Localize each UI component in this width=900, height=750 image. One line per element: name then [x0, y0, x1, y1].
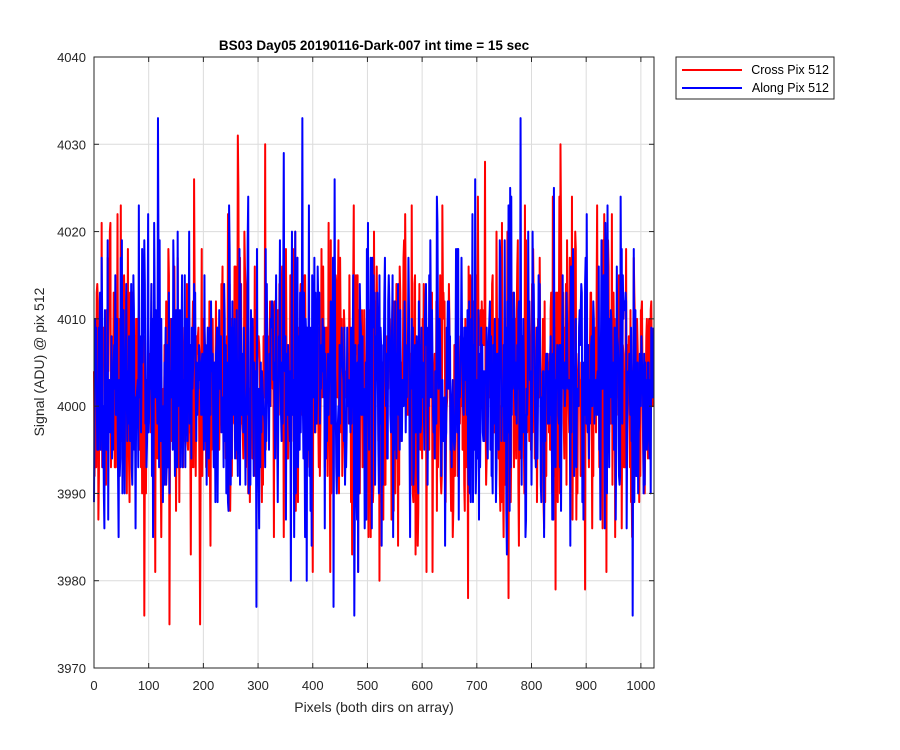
legend-box	[675, 56, 835, 100]
x-tick-label: 500	[357, 678, 379, 693]
plot-frame	[93, 56, 655, 669]
y-tick-label: 4030	[57, 137, 86, 152]
legend-label-along: Along Pix 512	[752, 81, 829, 95]
chart-title: BS03 Day05 20190116-Dark-007 int time = …	[219, 38, 530, 53]
x-tick-label: 700	[466, 678, 488, 693]
y-tick-label: 3970	[57, 661, 86, 676]
y-tick-label: 3990	[57, 486, 86, 501]
series-line-along-pix-512	[93, 117, 655, 617]
legend: Cross Pix 512 Along Pix 512	[675, 56, 835, 100]
x-tick-label: 800	[521, 678, 543, 693]
x-tick-label: 200	[193, 678, 215, 693]
series-lines	[93, 117, 655, 626]
x-axis-label: Pixels (both dirs on array)	[294, 699, 454, 715]
x-tick-label: 0	[90, 678, 97, 693]
y-tick-label: 4020	[57, 225, 86, 240]
x-tick-label: 600	[411, 678, 433, 693]
legend-label-cross: Cross Pix 512	[751, 63, 829, 77]
ticks: 0 100 200 300 400 500 600 700 800 900 1000 3970 3980…	[57, 50, 655, 693]
x-tick-label: 1000	[626, 678, 655, 693]
y-tick-label: 4010	[57, 312, 86, 327]
y-tick-label: 4000	[57, 399, 86, 414]
y-tick-label: 3980	[57, 574, 86, 589]
y-tick-label: 4040	[57, 50, 86, 65]
x-tick-label: 100	[138, 678, 160, 693]
x-tick-label: 300	[247, 678, 269, 693]
x-tick-label: 400	[302, 678, 324, 693]
y-axis-label: Signal (ADU) @ pix 512	[31, 287, 47, 436]
x-tick-label: 900	[575, 678, 597, 693]
